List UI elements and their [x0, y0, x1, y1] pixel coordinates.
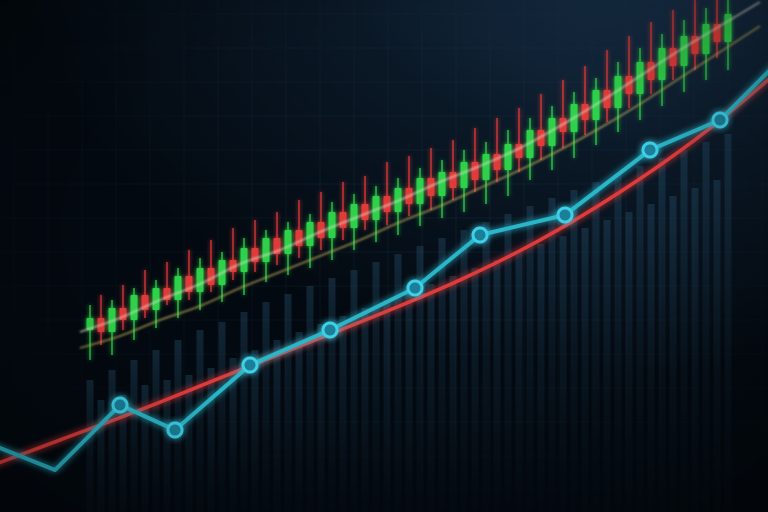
volume-bar: [670, 196, 677, 512]
candle-up: [461, 162, 468, 188]
volume-bar: [516, 252, 523, 512]
chart-svg: [0, 0, 768, 512]
candle-down: [494, 154, 501, 170]
volume-bar: [648, 204, 655, 512]
volume-bar: [87, 380, 94, 512]
candlestick-chart: [0, 0, 768, 512]
trend-marker: [473, 228, 487, 242]
candle-down: [362, 204, 369, 220]
volume-bar: [373, 262, 380, 512]
volume-bar: [582, 228, 589, 512]
volume-bar: [285, 294, 292, 512]
trend-marker: [643, 143, 657, 157]
trend-marker: [113, 398, 127, 412]
volume-bar: [329, 278, 336, 512]
volume-bar: [637, 166, 644, 512]
trend-marker: [408, 281, 422, 295]
trend-marker: [243, 358, 257, 372]
candle-down: [516, 144, 523, 158]
volume-bar: [703, 142, 710, 512]
volume-bar: [241, 312, 248, 512]
volume-bar: [318, 324, 325, 512]
volume-bar: [307, 286, 314, 512]
volume-bar: [384, 300, 391, 512]
candle-up: [175, 276, 182, 300]
volume-bar: [494, 260, 501, 512]
candle-up: [241, 248, 248, 272]
candle-up: [131, 295, 138, 320]
volume-bar: [615, 174, 622, 512]
volume-bar: [461, 230, 468, 512]
trend-marker: [168, 423, 182, 437]
trend-marker: [323, 323, 337, 337]
candle-up: [307, 222, 314, 246]
volume-bar: [450, 276, 457, 512]
volume-bar: [142, 385, 149, 512]
candle-up: [483, 154, 490, 180]
volume-bar: [208, 368, 215, 512]
volume-bar: [604, 220, 611, 512]
volume-bar: [681, 150, 688, 512]
volume-bar: [659, 158, 666, 512]
volume-bar: [538, 244, 545, 512]
volume-bar: [406, 292, 413, 512]
volume-bar: [153, 350, 160, 512]
volume-bar: [340, 316, 347, 512]
volume-bar: [131, 360, 138, 512]
trend-marker: [713, 113, 727, 127]
candle-up: [197, 268, 204, 292]
volume-bar: [351, 270, 358, 512]
candle-down: [670, 48, 677, 66]
candle-up: [505, 144, 512, 170]
volume-bar: [725, 134, 732, 512]
candle-up: [351, 204, 358, 228]
candle-up: [153, 288, 160, 310]
candle-up: [329, 212, 336, 238]
candle-up: [703, 24, 710, 54]
volume-bar: [560, 236, 567, 512]
candle-up: [285, 230, 292, 254]
candle-up: [263, 238, 270, 262]
candle-down: [472, 162, 479, 180]
volume-bar: [428, 284, 435, 512]
candle-up: [681, 36, 688, 66]
volume-bar: [472, 268, 479, 512]
candle-down: [450, 172, 457, 188]
trend-marker: [558, 208, 572, 222]
volume-bar: [395, 254, 402, 512]
volume-bar: [197, 330, 204, 512]
volume-bar: [263, 302, 270, 512]
volume-bar: [692, 188, 699, 512]
candle-up: [439, 172, 446, 196]
volume-bar: [274, 340, 281, 512]
volume-bar: [98, 400, 105, 512]
candle-down: [340, 212, 347, 228]
volume-bar: [439, 238, 446, 512]
volume-bar: [296, 332, 303, 512]
volume-bar: [626, 212, 633, 512]
volume-bar: [593, 182, 600, 512]
volume-bar: [362, 308, 369, 512]
volume-bar: [252, 350, 259, 512]
volume-bar: [109, 370, 116, 512]
volume-bar: [219, 322, 226, 512]
volume-bar: [527, 206, 534, 512]
volume-bar: [186, 375, 193, 512]
candle-up: [725, 14, 732, 42]
volume-bar: [549, 198, 556, 512]
volume-bar: [571, 190, 578, 512]
volume-bar: [714, 180, 721, 512]
